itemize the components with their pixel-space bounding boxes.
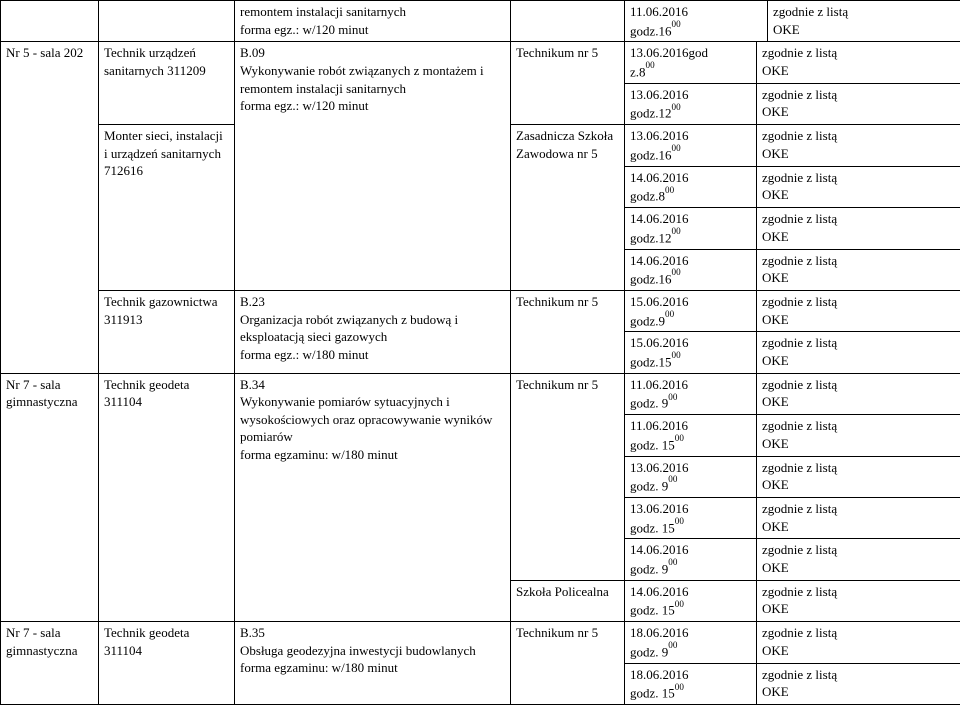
date-cell: 13.06.2016godz.1200	[625, 83, 757, 124]
oke-cell: zgodnie z listąOKE	[757, 373, 960, 414]
school-cell: Zasadnicza Szkoła Zawodowa nr 5	[511, 125, 625, 291]
oke-cell: zgodnie z listąOKE	[757, 539, 960, 580]
date-cell: 13.06.2016godz.1600	[625, 125, 757, 166]
oke-cell: zgodnie z listąOKE	[757, 166, 960, 207]
date-cell: 13.06.2016godz.800	[625, 42, 757, 83]
profession-cell: Technik gazownictwa 311913	[99, 290, 235, 373]
profession-cell: Technik geodeta 311104	[99, 622, 235, 705]
qualification-cell: B.35Obsługa geodezyjna inwestycji budowl…	[235, 622, 511, 705]
date-cell: 13.06.2016godz. 900	[625, 456, 757, 497]
school-cell: Technikum nr 5	[511, 373, 625, 580]
date-cell: 15.06.2016godz.1500	[625, 332, 757, 373]
cell: 11.06.2016godz.1600 zgodnie z listąOKE	[625, 1, 960, 42]
profession-cell: Technik urządzeń sanitarnych 311209	[99, 42, 235, 125]
cell	[511, 1, 625, 42]
date-cell: 11.06.2016godz.1600	[625, 1, 768, 41]
date-cell: 14.06.2016godz.1200	[625, 208, 757, 249]
date-cell: 14.06.2016godz.800	[625, 166, 757, 207]
date-cell: 15.06.2016godz.900	[625, 290, 757, 331]
oke-cell: zgodnie z listąOKE	[757, 663, 960, 704]
oke-cell: zgodnie z listąOKE	[757, 83, 960, 124]
oke-cell: zgodnie z listąOKE	[757, 42, 960, 83]
date-cell: 11.06.2016godz. 1500	[625, 415, 757, 456]
qualification-cell: B.34Wykonywanie pomiarów sytuacyjnych i …	[235, 373, 511, 622]
oke-cell: zgodnie z listąOKE	[757, 125, 960, 166]
cell	[99, 1, 235, 42]
school-cell: Technikum nr 5	[511, 42, 625, 125]
room-cell: Nr 7 - sala gimnastyczna	[1, 373, 99, 622]
oke-cell: zgodnie z listąOKE	[757, 415, 960, 456]
schedule-table: remontem instalacji sanitarnychforma egz…	[0, 0, 960, 705]
date-cell: 14.06.2016godz. 900	[625, 539, 757, 580]
qualification-cell: B.23Organizacja robót związanych z budow…	[235, 290, 511, 373]
oke-cell: zgodnie z listąOKE	[757, 456, 960, 497]
date-cell: 18.06.2016godz. 900	[625, 622, 757, 663]
profession-cell: Monter sieci, instalacji i urządzeń sani…	[99, 125, 235, 291]
oke-cell: zgodnie z listąOKE	[757, 290, 960, 331]
oke-cell: zgodnie z listąOKE	[757, 249, 960, 290]
cell: remontem instalacji sanitarnychforma egz…	[235, 1, 511, 42]
oke-cell: zgodnie z listąOKE	[757, 622, 960, 663]
date-cell: 14.06.2016godz. 1500	[625, 580, 757, 621]
profession-cell: Technik geodeta 311104	[99, 373, 235, 622]
date-cell: 14.06.2016godz.1600	[625, 249, 757, 290]
oke-cell: zgodnie z listąOKE	[757, 580, 960, 621]
school-cell: Technikum nr 5	[511, 622, 625, 705]
cell	[1, 1, 99, 42]
school-cell: Technikum nr 5	[511, 290, 625, 373]
oke-cell: zgodnie z listąOKE	[757, 498, 960, 539]
oke-cell: zgodnie z listąOKE	[757, 208, 960, 249]
oke-cell: zgodnie z listąOKE	[757, 332, 960, 373]
room-cell: Nr 7 - sala gimnastyczna	[1, 622, 99, 705]
date-cell: 13.06.2016godz. 1500	[625, 498, 757, 539]
date-cell: 18.06.2016godz. 1500	[625, 663, 757, 704]
date-cell: 11.06.2016godz. 900	[625, 373, 757, 414]
oke-cell: zgodnie z listąOKE	[768, 1, 960, 41]
school-cell: Szkoła Policealna	[511, 580, 625, 621]
room-cell: Nr 5 - sala 202	[1, 42, 99, 373]
qualification-cell: B.09Wykonywanie robót związanych z monta…	[235, 42, 511, 291]
